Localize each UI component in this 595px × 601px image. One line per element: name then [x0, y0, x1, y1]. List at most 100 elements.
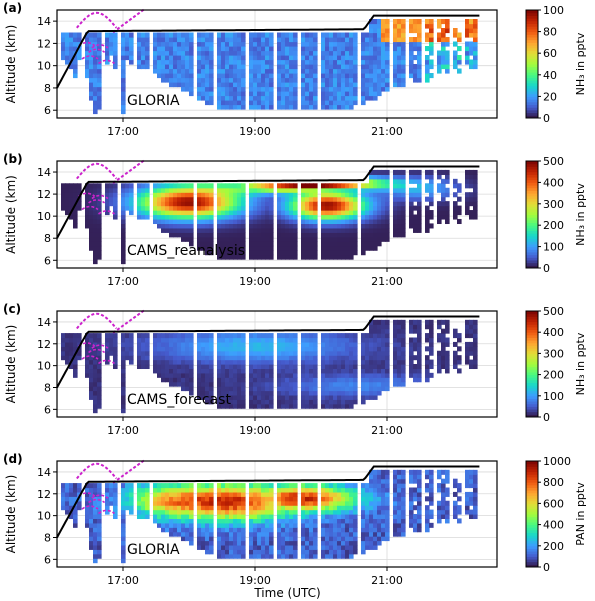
heatmap-cell [69, 483, 74, 488]
heatmap-cell [249, 73, 254, 78]
heatmap-cell [217, 51, 222, 56]
heatmap-cell [445, 474, 450, 479]
heatmap-cell [333, 549, 338, 554]
heatmap-cell [185, 360, 190, 365]
heatmap-cell [201, 33, 206, 38]
heatmap-cell [89, 545, 94, 550]
heatmap-cell [393, 373, 398, 378]
heatmap-cell [189, 377, 194, 382]
heatmap-cell [329, 82, 334, 87]
heatmap-cell [181, 60, 186, 65]
heatmap-cell [61, 501, 66, 506]
heatmap-cell [241, 536, 246, 541]
heatmap-cell [365, 51, 370, 56]
heatmap-cell [401, 24, 406, 29]
heatmap-cell [361, 232, 366, 237]
heatmap-cell [465, 474, 470, 479]
heatmap-cell [205, 197, 210, 202]
heatmap-cell [409, 19, 414, 24]
heatmap-cell [249, 105, 254, 110]
heatmap-cell [329, 395, 334, 400]
heatmap-cell [417, 368, 422, 373]
heatmap-cell [249, 368, 254, 373]
heatmap-cell [469, 364, 474, 369]
heatmap-cell [309, 188, 314, 193]
heatmap-cell [197, 527, 202, 532]
tangent-arc [113, 460, 145, 483]
heatmap-cell [393, 78, 398, 83]
heatmap-cell [237, 404, 242, 409]
heatmap-cell [301, 42, 306, 47]
heatmap-cell [77, 37, 82, 42]
heatmap-cell [105, 488, 110, 493]
heatmap-cell [353, 250, 358, 255]
heatmap-cell [113, 514, 118, 519]
heatmap-cell [305, 219, 310, 224]
heatmap-cell [165, 373, 170, 378]
heatmap-cell [293, 215, 298, 220]
heatmap-cell [289, 237, 294, 242]
heatmap-cell [277, 501, 282, 506]
heatmap-cell [233, 554, 238, 559]
heatmap-cell [277, 549, 282, 554]
heatmap-cell [181, 488, 186, 493]
heatmap-cell [277, 192, 282, 197]
panel-label: (c) [3, 302, 21, 316]
heatmap-cell [89, 96, 94, 101]
heatmap-cell [257, 237, 262, 242]
heatmap-cell [93, 37, 98, 42]
heatmap-cell [289, 483, 294, 488]
heatmap-cell [157, 501, 162, 506]
heatmap-cell [177, 223, 182, 228]
heatmap-cell [157, 219, 162, 224]
heatmap-cell [265, 223, 270, 228]
heatmap-cell [209, 37, 214, 42]
heatmap-cell [113, 496, 118, 501]
heatmap-cell [145, 496, 150, 501]
heatmap-cell [345, 333, 350, 338]
heatmap-cell [413, 188, 418, 193]
heatmap-cell [301, 78, 306, 83]
heatmap-cell [261, 73, 266, 78]
heatmap-cell [377, 346, 382, 351]
heatmap-cell [305, 355, 310, 360]
heatmap-cell [333, 87, 338, 92]
heatmap-cell [361, 210, 366, 215]
heatmap-cell [437, 364, 442, 369]
heatmap-cell [397, 382, 402, 387]
heatmap-cell [137, 33, 142, 38]
heatmap-cell [305, 246, 310, 251]
heatmap-cell [301, 206, 306, 211]
heatmap-cell [401, 351, 406, 356]
heatmap-cell [325, 342, 330, 347]
heatmap-cell [221, 96, 226, 101]
heatmap-cell [241, 355, 246, 360]
heatmap-cell [197, 78, 202, 83]
heatmap-cell [393, 197, 398, 202]
heatmap-cell [341, 250, 346, 255]
heatmap-cell [93, 223, 98, 228]
heatmap-cell [225, 342, 230, 347]
heatmap-cell [469, 514, 474, 519]
heatmap-cell [401, 228, 406, 233]
heatmap-cell [89, 386, 94, 391]
heatmap-cell [293, 360, 298, 365]
heatmap-cell [145, 33, 150, 38]
heatmap-cell [153, 183, 158, 188]
heatmap-cell [265, 338, 270, 343]
heatmap-cell [285, 210, 290, 215]
heatmap-cell [277, 37, 282, 42]
heatmap-cell [237, 373, 242, 378]
heatmap-cell [225, 183, 230, 188]
heatmap-cell [249, 78, 254, 83]
heatmap-cell [89, 246, 94, 251]
heatmap-cell [457, 483, 462, 488]
heatmap-cell [385, 364, 390, 369]
heatmap-cell [277, 386, 282, 391]
heatmap-cell [329, 351, 334, 356]
heatmap-cell [265, 395, 270, 400]
heatmap-cell [361, 549, 366, 554]
heatmap-cell [237, 514, 242, 519]
heatmap-cell [137, 338, 142, 343]
